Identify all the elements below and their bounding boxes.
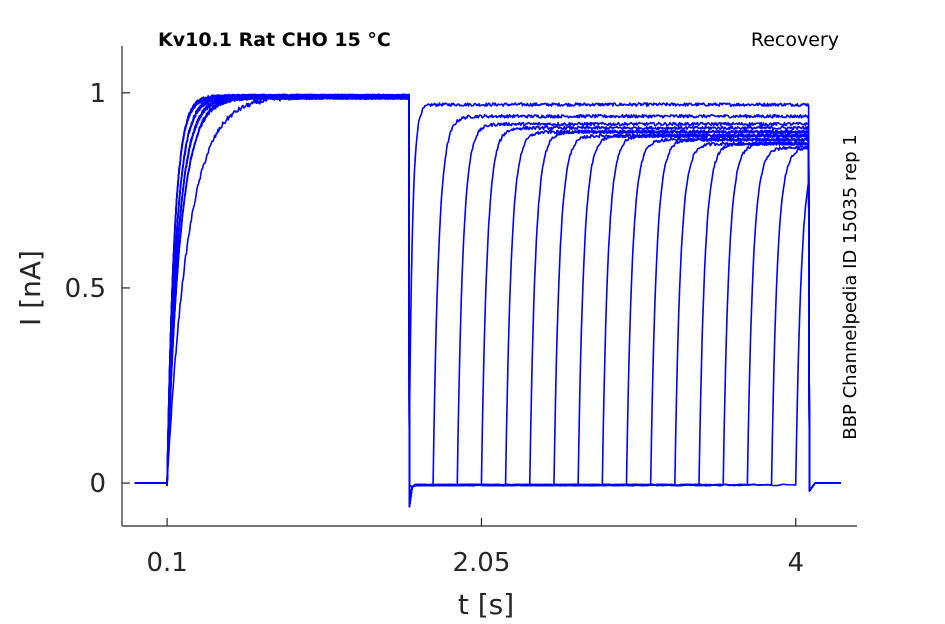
traces [134, 93, 841, 508]
trace-sweep [134, 93, 841, 508]
y-tick-label: 1 [89, 79, 106, 109]
trace-sweep [134, 93, 841, 508]
trace-sweep [134, 93, 841, 508]
trace-sweep [134, 93, 841, 508]
trace-sweep [134, 93, 841, 508]
x-tick-label: 2.05 [452, 548, 510, 578]
axes [121, 46, 857, 527]
trace-sweep [134, 93, 841, 508]
x-tick-label: 0.1 [146, 548, 187, 578]
chart-title: Kv10.1 Rat CHO 15 °C [158, 29, 391, 51]
y-axis-label: I [nA] [14, 250, 47, 326]
trace-sweep [134, 93, 841, 508]
ticks: 0.1 2.05 4 0 0.5 1 [65, 79, 804, 578]
trace-sweep [134, 93, 841, 508]
trace-sweep [134, 93, 841, 508]
trace-sweep [134, 93, 841, 508]
x-tick-label: 4 [787, 548, 804, 578]
x-axis-label: t [s] [458, 588, 514, 621]
trace-sweep [134, 93, 841, 508]
trace-sweep [134, 93, 841, 508]
protocol-label: Recovery [751, 29, 839, 51]
trace-sweep [134, 93, 841, 508]
y-tick-label: 0 [89, 469, 106, 499]
trace-sweep [134, 93, 841, 508]
trace-sweep [134, 93, 841, 508]
source-label: BBP Channelpedia ID 15035 rep 1 [840, 134, 861, 439]
y-tick-label: 0.5 [65, 274, 106, 304]
trace-sweep [134, 93, 841, 508]
trace-sweep [134, 93, 841, 508]
